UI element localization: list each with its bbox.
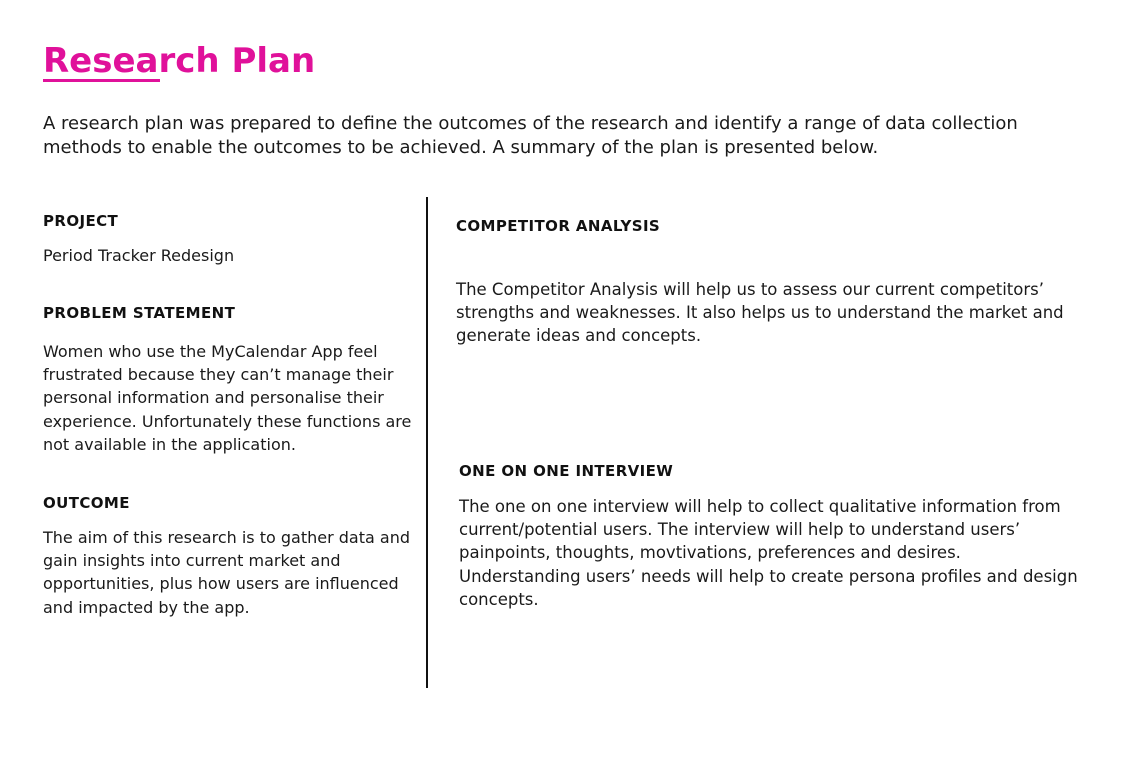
- one-on-one-interview-body: The one on one interview will help to co…: [459, 497, 1078, 609]
- problem-statement-heading: PROBLEM STATEMENT: [43, 304, 236, 322]
- project-body: Period Tracker Redesign: [43, 246, 235, 265]
- column-divider: [426, 197, 428, 688]
- problem-statement-body: Women who use the MyCalendar App feel fr…: [43, 342, 412, 454]
- competitor-analysis-body: The Competitor Analysis will help us to …: [456, 280, 1064, 346]
- one-on-one-interview-heading: ONE ON ONE INTERVIEW: [459, 462, 674, 480]
- title-underline: [43, 79, 160, 82]
- page-title: Research Plan: [43, 41, 316, 81]
- project-heading: PROJECT: [43, 212, 119, 230]
- outcome-body: The aim of this research is to gather da…: [43, 528, 410, 617]
- outcome-heading: OUTCOME: [43, 494, 130, 512]
- intro-paragraph: A research plan was prepared to define t…: [43, 113, 1018, 158]
- competitor-analysis-heading: COMPETITOR ANALYSIS: [456, 217, 661, 235]
